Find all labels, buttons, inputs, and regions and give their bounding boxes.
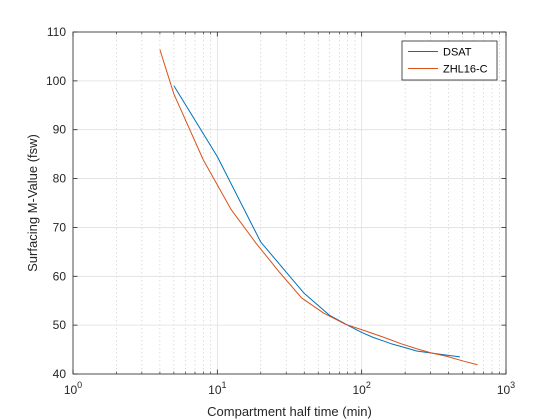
legend-label: ZHL16-C: [443, 64, 488, 76]
y-tick-label: 50: [53, 318, 67, 332]
y-tick-label: 100: [46, 74, 66, 88]
x-tick-label: 103: [497, 380, 515, 397]
y-tick-label: 60: [53, 269, 67, 283]
y-tick-label: 90: [53, 123, 67, 137]
legend-box: [401, 40, 498, 81]
axis-ticks: [72, 31, 507, 375]
y-tick-label: 70: [53, 220, 67, 234]
plot-area: [73, 32, 506, 374]
y-axis-label: Surfacing M-Value (fsw): [25, 134, 40, 272]
legend: DSAT ZHL16-C: [401, 40, 498, 81]
x-tick-label: 101: [208, 380, 226, 397]
x-tick-labels: 100 101 102 103: [64, 380, 515, 397]
series-line-zhl16-c: [159, 49, 478, 366]
plot-border: [72, 31, 507, 375]
x-tick-label: 100: [64, 380, 82, 397]
legend-label: DSAT: [443, 47, 472, 59]
x-axis-label: Compartment half time (min): [207, 404, 372, 419]
grid: [72, 31, 507, 375]
y-tick-labels: 40 50 60 70 80 90 100 110: [46, 25, 66, 381]
y-tick-label: 80: [53, 172, 67, 186]
series-lines: [159, 49, 478, 366]
x-tick-label: 102: [352, 380, 370, 397]
y-tick-label: 110: [47, 25, 66, 39]
series-line-dsat: [173, 85, 461, 358]
y-tick-label: 40: [53, 367, 67, 381]
